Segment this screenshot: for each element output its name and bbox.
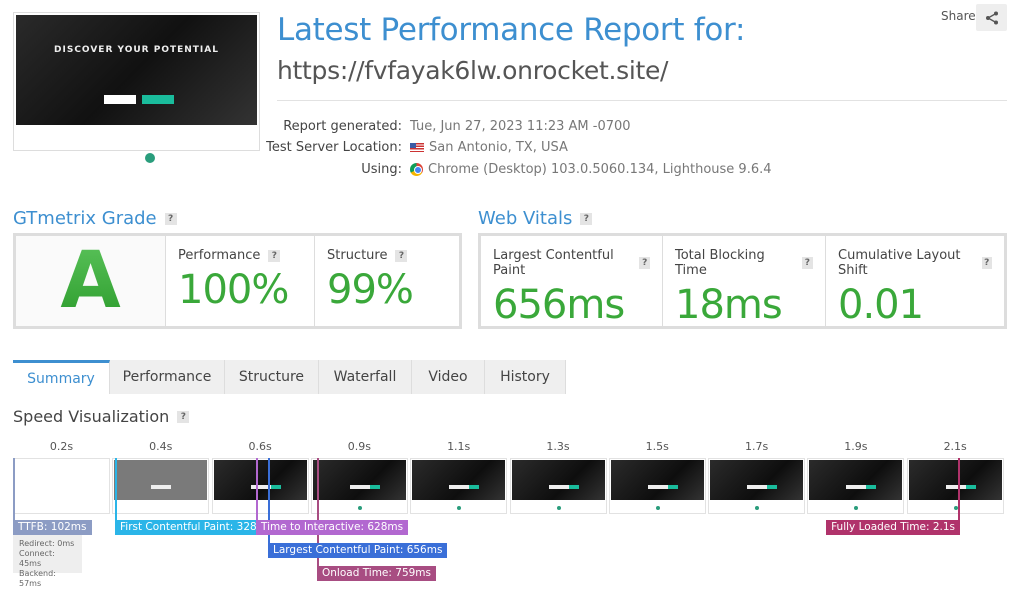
filmstrip-frame[interactable] [410,458,508,514]
web-vitals-heading: Web Vitals? [478,208,593,229]
frame-time-label: 1.3s [546,440,570,453]
help-icon[interactable]: ? [801,257,813,269]
frame-time-label: 2.1s [943,440,967,453]
frame-time-label: 0.6s [248,440,272,453]
filmstrip-frame[interactable] [13,458,110,514]
frame-time-label: 0.2s [49,440,74,453]
report-tabs: Summary Performance Structure Waterfall … [13,360,566,394]
web-vitals-panel: Largest Contentful Paint? 656ms Total Blo… [478,233,1007,329]
help-icon[interactable]: ? [395,249,408,262]
tti-marker-line [256,458,258,520]
tab-structure[interactable]: Structure [225,360,319,394]
onload-marker-line [317,458,319,566]
filmstrip-frame[interactable] [112,458,210,514]
report-url[interactable]: https://fvfayak6lw.onrocket.site/ [277,56,669,85]
tab-performance[interactable]: Performance [110,360,225,394]
fully-loaded-marker-line [958,458,960,520]
lcp-label: Largest Contentful Paint: 656ms [268,543,448,558]
divider [277,100,1007,101]
info-report-generated: Report generated: Tue, Jun 27, 2023 11:23… [283,118,631,134]
fcp-label: First Contentful Paint: 328ms [115,520,278,535]
fcp-marker-line [115,458,117,520]
ttfb-label: TTFB: 102ms [13,520,92,535]
info-server-location: Test Server Location: San Antonio, TX, US… [266,139,568,155]
frame-time-label: 1.9s [844,440,868,453]
frame-time-label: 1.1s [447,440,471,453]
tbt-metric: Total Blocking Time? 18ms [663,236,826,328]
grade-panel: A Performance? 100% Structure? 99% [13,233,462,329]
lcp-metric: Largest Contentful Paint? 656ms [481,236,663,328]
fully-loaded-label: Fully Loaded Time: 2.1s [826,520,960,535]
speed-visualization-heading: Speed Visualization? [13,407,190,426]
structure-score: Structure? 99% [315,236,459,326]
gtmetrix-grade-heading: GTmetrix Grade? [13,208,177,229]
cls-metric: Cumulative Layout Shift? 0.01 [826,236,1004,328]
page-title: Latest Performance Report for: [277,12,746,48]
lcp-marker-line [268,458,270,543]
help-icon[interactable]: ? [177,410,190,423]
frame-time-label: 1.5s [645,440,669,453]
frame-time-label: 0.4s [149,440,173,453]
filmstrip-frame[interactable] [310,458,408,514]
share-label[interactable]: Share [941,9,976,23]
share-button[interactable] [976,4,1007,31]
tab-video[interactable]: Video [412,360,485,394]
help-icon[interactable]: ? [639,257,650,269]
tti-label: Time to Interactive: 628ms [256,520,409,535]
tab-history[interactable]: History [485,360,566,394]
share-icon [985,11,998,24]
frame-time-label: 0.9s [347,440,371,453]
frame-time-label: 1.7s [744,440,769,453]
chrome-icon [410,162,423,176]
help-icon[interactable]: ? [268,249,281,262]
help-icon[interactable]: ? [164,212,177,225]
grade-letter: A [16,236,166,326]
tab-waterfall[interactable]: Waterfall [319,360,412,394]
filmstrip-frame[interactable] [211,458,309,514]
performance-score: Performance? 100% [166,236,315,326]
filmstrip-frame[interactable] [906,458,1004,514]
ttfb-breakdown: Redirect: 0ms Connect: 45ms Backend: 57ms [13,535,82,588]
info-using: Using: Chrome (Desktop) 103.0.5060.134, L… [361,161,772,177]
tab-summary[interactable]: Summary [13,360,110,394]
filmstrip-frame[interactable] [807,458,905,514]
filmstrip-frame[interactable] [608,458,706,514]
us-flag-icon [410,142,424,152]
ttfb-marker-line [13,458,15,520]
site-screenshot: DISCOVER YOUR POTENTIAL [13,12,260,163]
filmstrip-frame[interactable] [509,458,607,514]
filmstrip-frame[interactable] [708,458,806,514]
help-icon[interactable]: ? [981,257,992,269]
screenshot-headline: DISCOVER YOUR POTENTIAL [54,45,219,55]
onload-label: Onload Time: 759ms [317,566,437,581]
help-icon[interactable]: ? [580,212,593,225]
